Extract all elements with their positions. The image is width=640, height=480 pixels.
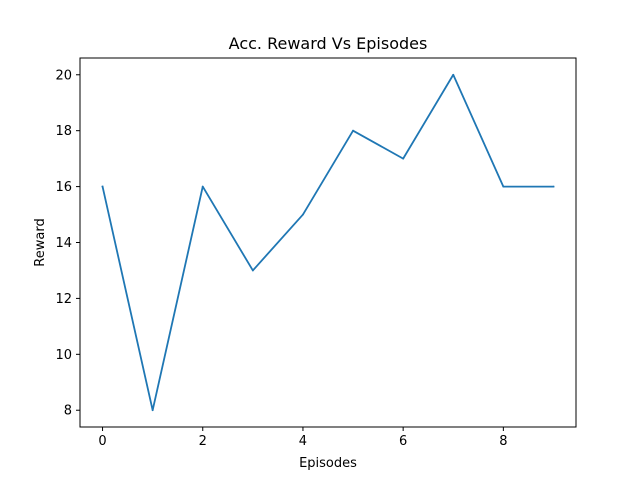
series-line <box>101 73 555 412</box>
y-tick-label: 12 <box>55 292 72 307</box>
data-point <box>452 73 455 76</box>
y-axis: 8 10 12 14 16 18 20 <box>55 68 80 419</box>
data-point <box>101 185 104 188</box>
chart-title: Acc. Reward Vs Episodes <box>229 34 428 53</box>
data-point <box>201 185 204 188</box>
x-tick-label: 8 <box>499 434 507 449</box>
x-axis: 0 2 4 6 8 <box>98 427 507 449</box>
y-tick-label: 8 <box>64 404 72 419</box>
x-tick-label: 6 <box>399 434 407 449</box>
y-tick-label: 18 <box>55 124 72 139</box>
y-tick-label: 16 <box>55 180 72 195</box>
x-tick-label: 0 <box>98 434 106 449</box>
data-point <box>251 269 254 272</box>
series-layer <box>101 73 555 412</box>
y-tick-label: 14 <box>55 236 72 251</box>
data-point <box>502 185 505 188</box>
data-point <box>402 157 405 160</box>
data-point <box>552 185 555 188</box>
x-tick-label: 2 <box>199 434 207 449</box>
y-tick-label: 20 <box>55 68 72 83</box>
data-point <box>352 129 354 132</box>
data-point <box>151 409 154 412</box>
plot-area <box>79 57 577 428</box>
data-point <box>302 213 304 216</box>
x-tick-label: 4 <box>299 434 307 449</box>
x-axis-label: Episodes <box>299 456 357 471</box>
y-tick-label: 10 <box>55 348 72 363</box>
y-axis-label: Reward <box>33 218 48 266</box>
